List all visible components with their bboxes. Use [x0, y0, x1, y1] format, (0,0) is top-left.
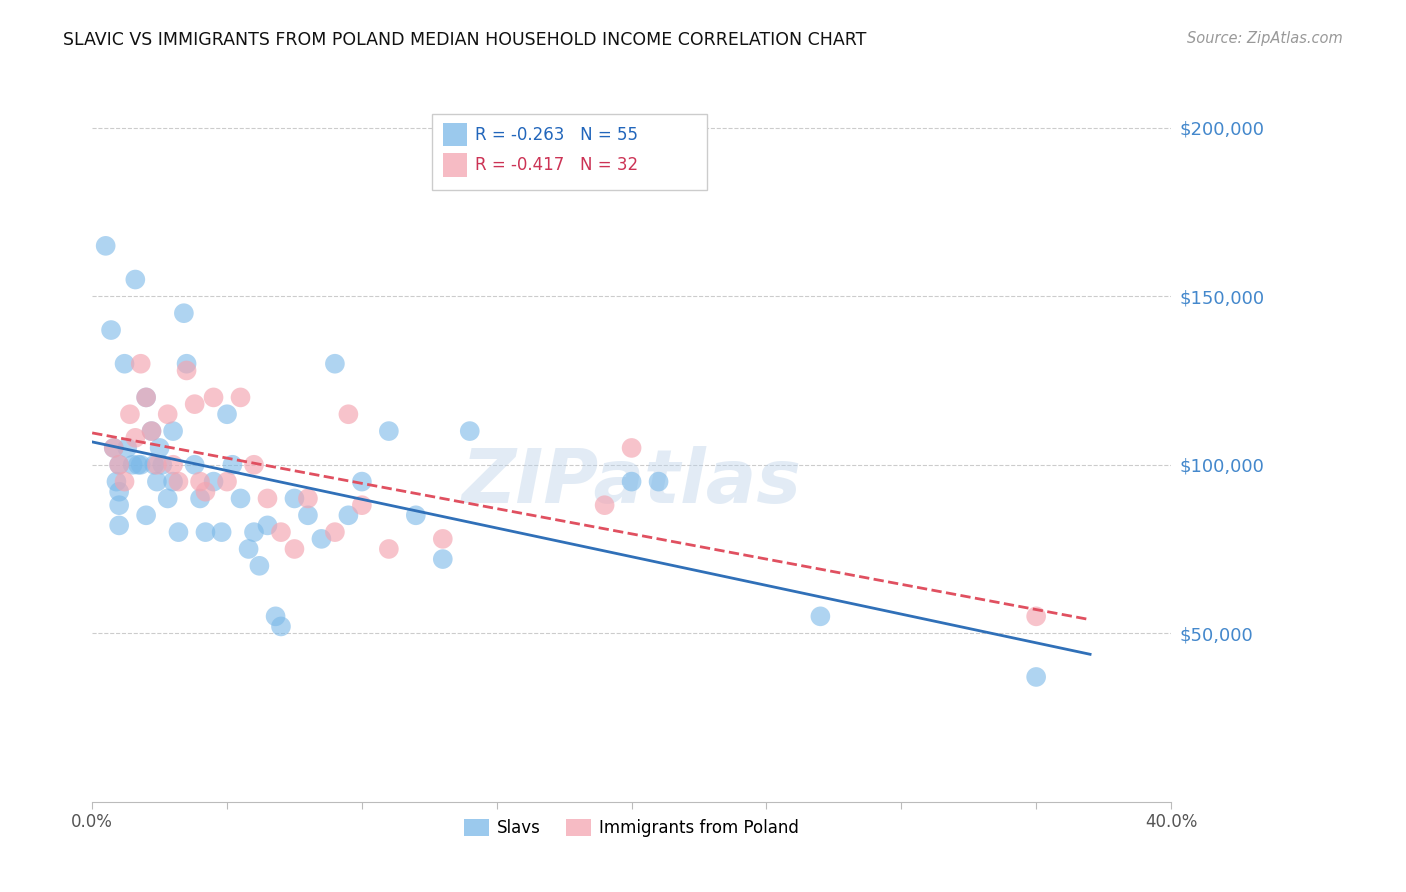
Slavs: [108, 518, 131, 533]
Immigrants from Poland: [243, 458, 266, 472]
FancyBboxPatch shape: [432, 113, 707, 190]
Slavs: [141, 424, 163, 438]
Slavs: [378, 424, 401, 438]
Slavs: [647, 475, 669, 489]
Slavs: [221, 458, 243, 472]
Immigrants from Poland: [167, 475, 190, 489]
Slavs: [202, 475, 225, 489]
Slavs: [620, 475, 643, 489]
Slavs: [215, 407, 238, 421]
Immigrants from Poland: [620, 441, 643, 455]
Slavs: [183, 458, 205, 472]
FancyBboxPatch shape: [443, 153, 467, 177]
Immigrants from Poland: [188, 475, 211, 489]
Slavs: [350, 475, 373, 489]
Immigrants from Poland: [215, 475, 238, 489]
Slavs: [229, 491, 252, 506]
Immigrants from Poland: [1025, 609, 1047, 624]
Immigrants from Poland: [432, 532, 454, 546]
Slavs: [150, 458, 173, 472]
Slavs: [211, 525, 233, 540]
Slavs: [1025, 670, 1047, 684]
Immigrants from Poland: [141, 424, 163, 438]
Immigrants from Poland: [124, 431, 146, 445]
Slavs: [114, 357, 136, 371]
Slavs: [283, 491, 305, 506]
Text: Source: ZipAtlas.com: Source: ZipAtlas.com: [1187, 31, 1343, 46]
Immigrants from Poland: [593, 498, 616, 512]
Immigrants from Poland: [156, 407, 179, 421]
Slavs: [297, 508, 319, 523]
Slavs: [146, 475, 169, 489]
Slavs: [108, 484, 131, 499]
Slavs: [127, 458, 149, 472]
Text: ZIPatlas: ZIPatlas: [461, 447, 801, 519]
Immigrants from Poland: [183, 397, 205, 411]
Immigrants from Poland: [378, 541, 401, 556]
Slavs: [108, 458, 131, 472]
Slavs: [432, 552, 454, 566]
Immigrants from Poland: [194, 484, 217, 499]
Text: SLAVIC VS IMMIGRANTS FROM POLAND MEDIAN HOUSEHOLD INCOME CORRELATION CHART: SLAVIC VS IMMIGRANTS FROM POLAND MEDIAN …: [63, 31, 866, 49]
Slavs: [247, 558, 270, 573]
Slavs: [337, 508, 360, 523]
Immigrants from Poland: [162, 458, 184, 472]
Immigrants from Poland: [323, 525, 346, 540]
Slavs: [162, 475, 184, 489]
Slavs: [162, 424, 184, 438]
Slavs: [458, 424, 481, 438]
Slavs: [149, 441, 172, 455]
Immigrants from Poland: [129, 357, 152, 371]
Slavs: [143, 458, 166, 472]
Text: R = -0.417   N = 32: R = -0.417 N = 32: [475, 156, 638, 174]
Text: R = -0.263   N = 55: R = -0.263 N = 55: [475, 126, 638, 144]
Slavs: [135, 508, 157, 523]
Slavs: [808, 609, 831, 624]
Immigrants from Poland: [118, 407, 141, 421]
Slavs: [256, 518, 278, 533]
Immigrants from Poland: [146, 458, 169, 472]
Slavs: [103, 441, 125, 455]
Slavs: [323, 357, 346, 371]
Immigrants from Poland: [256, 491, 278, 506]
Slavs: [94, 239, 117, 253]
Immigrants from Poland: [270, 525, 292, 540]
Slavs: [135, 391, 157, 405]
Immigrants from Poland: [103, 441, 125, 455]
Slavs: [167, 525, 190, 540]
Immigrants from Poland: [108, 458, 131, 472]
Slavs: [108, 498, 131, 512]
Immigrants from Poland: [229, 391, 252, 405]
Slavs: [176, 357, 198, 371]
Slavs: [105, 475, 128, 489]
Slavs: [270, 619, 292, 633]
Slavs: [311, 532, 333, 546]
Slavs: [194, 525, 217, 540]
Immigrants from Poland: [283, 541, 305, 556]
Slavs: [121, 458, 143, 472]
Slavs: [173, 306, 195, 320]
Immigrants from Poland: [176, 363, 198, 377]
Slavs: [129, 458, 152, 472]
Immigrants from Poland: [350, 498, 373, 512]
Slavs: [405, 508, 427, 523]
Immigrants from Poland: [337, 407, 360, 421]
Slavs: [264, 609, 287, 624]
Slavs: [100, 323, 122, 337]
Immigrants from Poland: [114, 475, 136, 489]
Slavs: [188, 491, 211, 506]
Immigrants from Poland: [202, 391, 225, 405]
Slavs: [238, 541, 260, 556]
Slavs: [115, 441, 138, 455]
Slavs: [124, 272, 146, 286]
Legend: Slavs, Immigrants from Poland: Slavs, Immigrants from Poland: [457, 813, 806, 844]
Slavs: [243, 525, 266, 540]
Immigrants from Poland: [135, 391, 157, 405]
FancyBboxPatch shape: [443, 123, 467, 146]
Immigrants from Poland: [297, 491, 319, 506]
Slavs: [156, 491, 179, 506]
